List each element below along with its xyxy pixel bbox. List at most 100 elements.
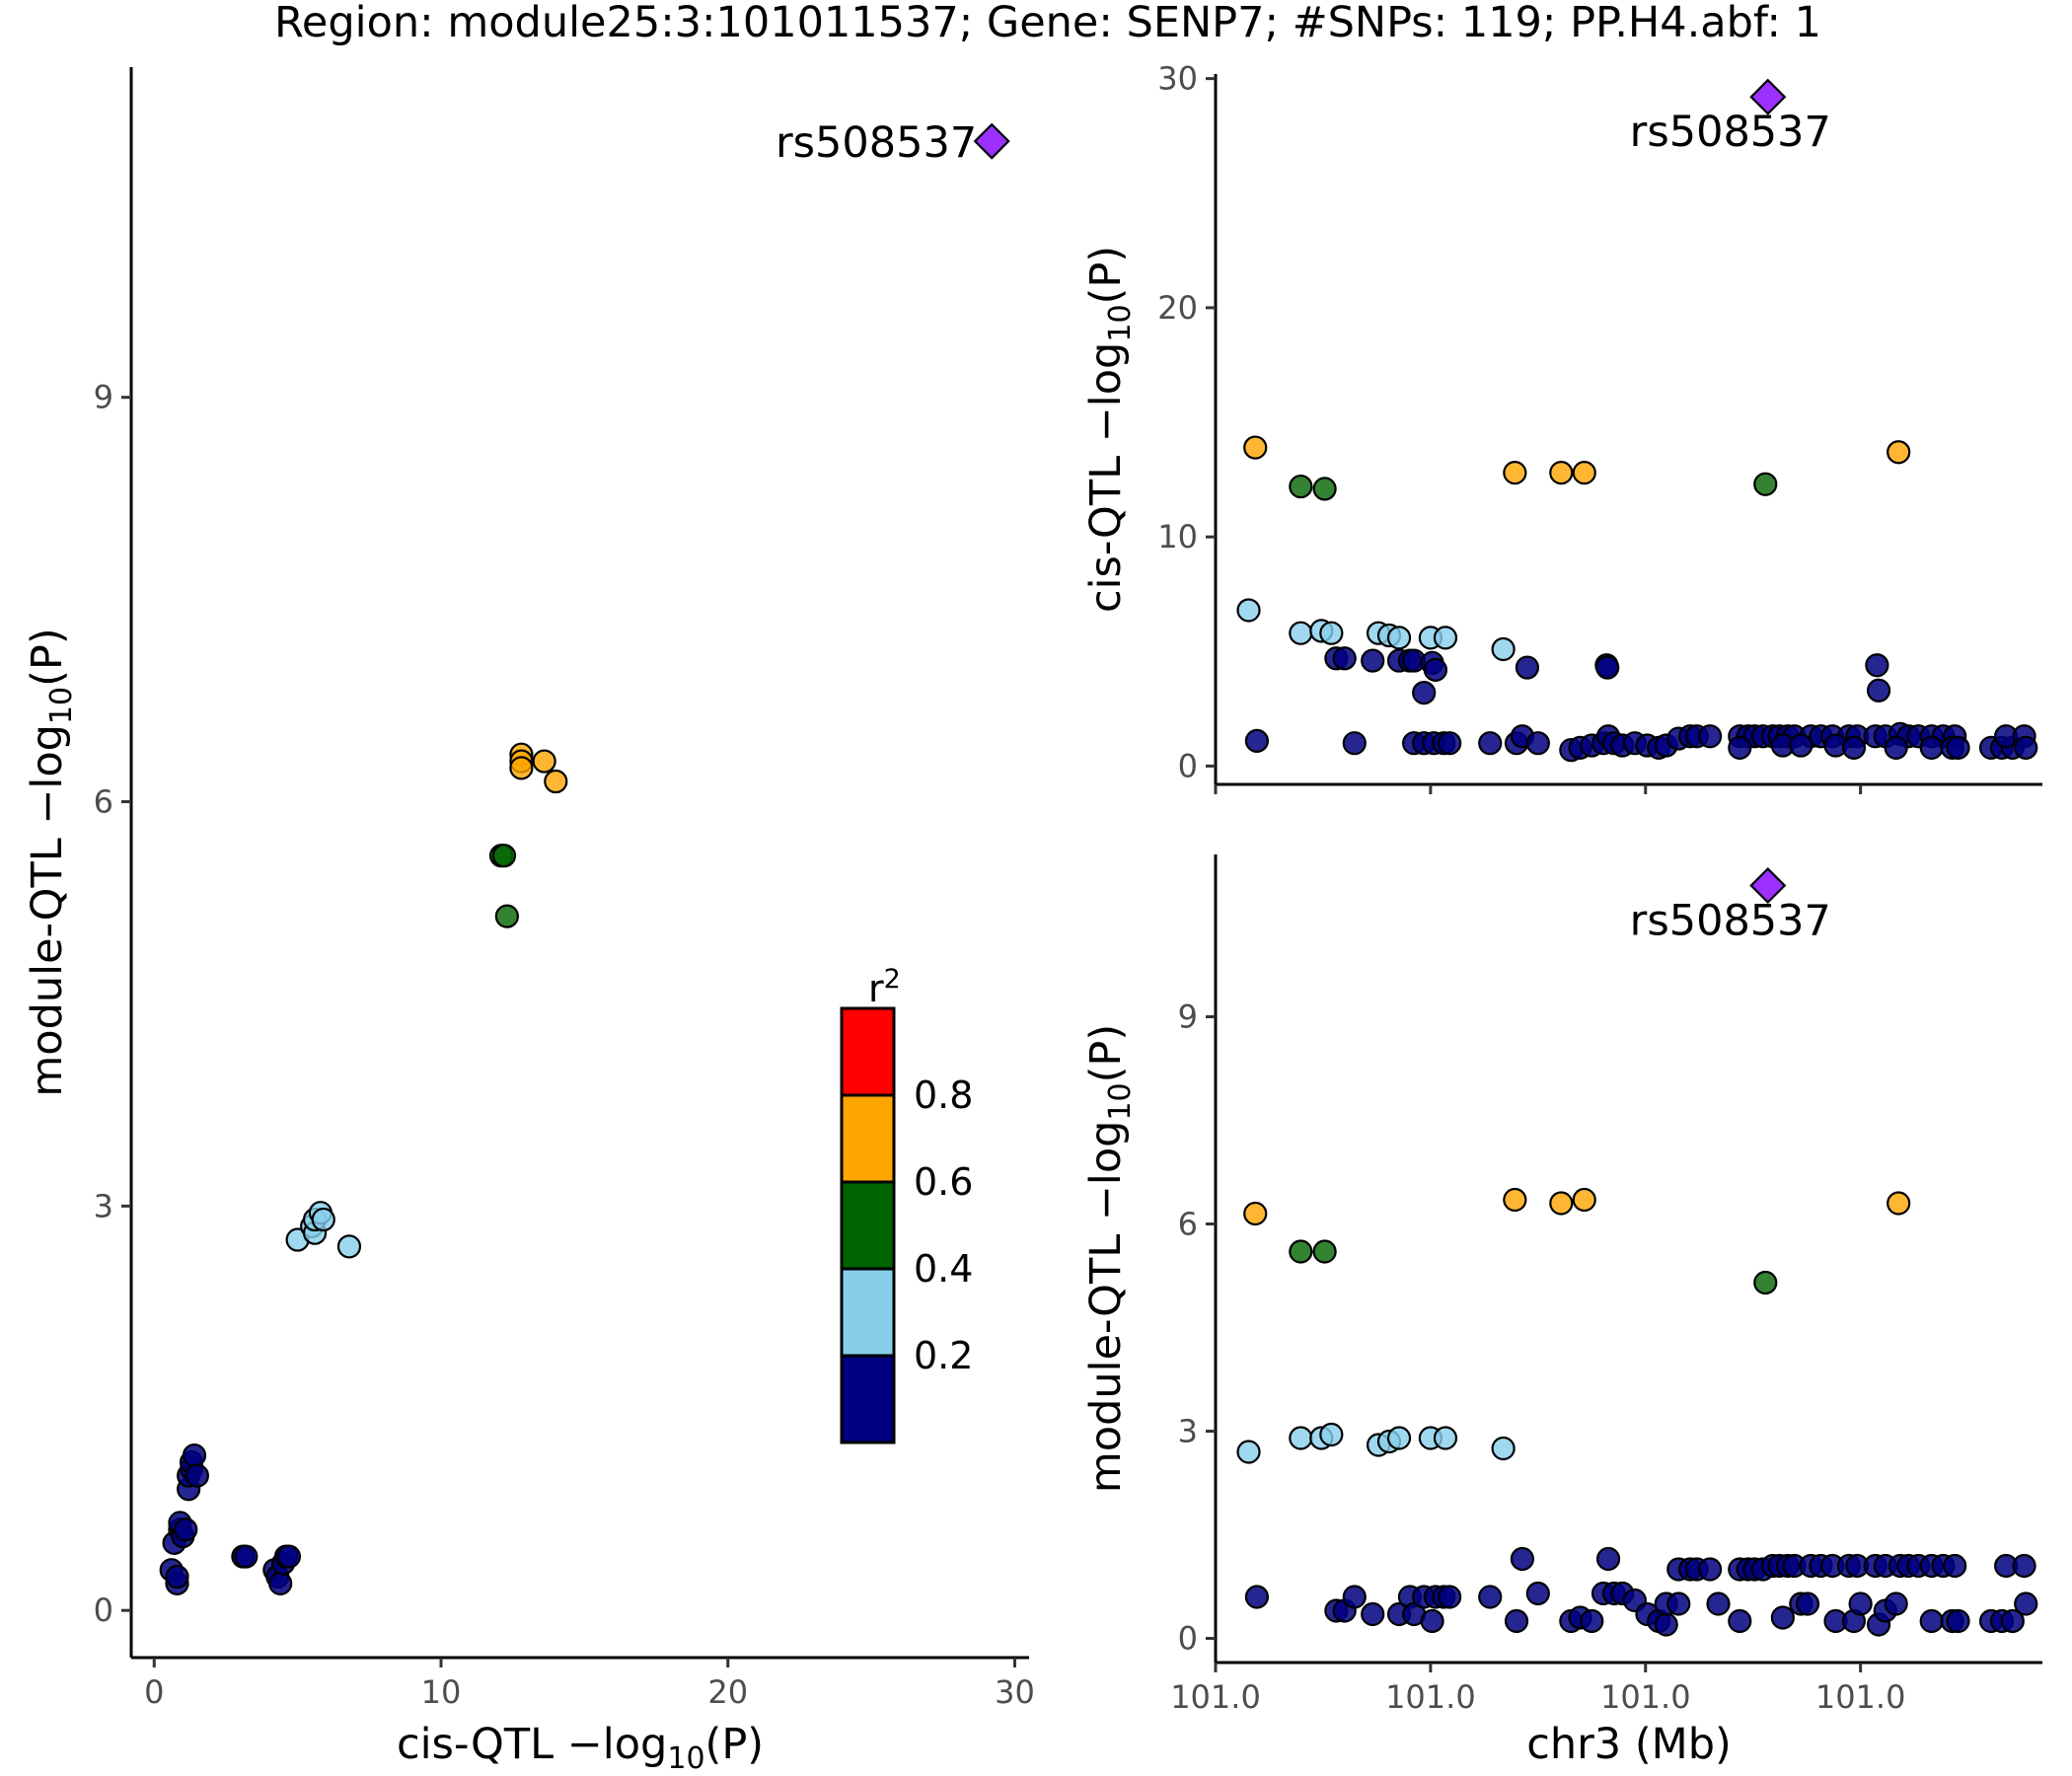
data-point-navy	[1478, 1585, 1503, 1609]
data-point-navy	[1525, 731, 1550, 756]
data-point-green	[1312, 1239, 1337, 1264]
data-point-navy	[1420, 1608, 1444, 1634]
y-tick-label: 0	[1178, 1620, 1198, 1658]
panel-bottom-right: 0 3 6 9 101.0 101.0 101.0 101.0 chr3 (Mb) module-…	[1081, 854, 2042, 1769]
data-point-green	[1753, 472, 1778, 496]
data-point-orange	[1243, 1201, 1268, 1226]
x-tick-label: 30	[995, 1673, 1035, 1711]
data-point-navy	[1884, 1591, 1908, 1616]
data-point-navy	[1525, 1581, 1550, 1606]
data-point-navy	[1946, 735, 1970, 760]
y-tick-label: 9	[1178, 999, 1198, 1036]
y-tick-label: 3	[1178, 1413, 1198, 1450]
legend-bin-label: 0.6	[914, 1160, 973, 1204]
x-axis-title: cis-QTL −log10(P)	[397, 1720, 764, 1776]
data-point-orange	[544, 769, 568, 794]
data-point-navy	[1580, 1608, 1604, 1634]
data-point-navy	[1789, 733, 1813, 758]
data-point-navy	[268, 1571, 293, 1595]
legend-bin	[840, 1354, 896, 1444]
data-point-navy	[1478, 731, 1503, 756]
plot-title: Region: module25:3:101011537; Gene: SENP…	[274, 0, 1821, 47]
data-point-navy	[1706, 1591, 1731, 1616]
data-point-orange	[1887, 1191, 1911, 1216]
data-point-green	[1312, 477, 1337, 501]
y-tick-label: 0	[94, 1591, 113, 1629]
data-point-lightblue	[1289, 1426, 1313, 1450]
data-point-navy	[1698, 724, 1723, 749]
data-point-navy	[1342, 1585, 1367, 1609]
lead-snp-marker	[1749, 866, 1787, 905]
y-tick-label: 20	[1157, 289, 1198, 327]
y-axis-title-text: module-QTL −log	[1081, 1121, 1131, 1494]
data-point-orange	[509, 756, 534, 780]
data-point-green	[491, 844, 517, 868]
data-point-green	[1289, 474, 1313, 499]
data-point-green	[1753, 1270, 1778, 1295]
data-point-navy	[1919, 735, 1944, 760]
data-point-navy	[276, 1544, 302, 1569]
data-point-navy	[1595, 1546, 1621, 1572]
data-point-orange	[1549, 461, 1574, 485]
x-axis-title-subscript: 10	[667, 1741, 704, 1776]
data-point-lightblue	[1236, 598, 1261, 623]
lead-snp-label: rs508537	[1630, 108, 1831, 157]
data-point-navy	[182, 1443, 207, 1468]
x-axis-title-text: chr3 (Mb)	[1526, 1720, 1732, 1769]
data-point-navy	[1919, 1608, 1944, 1634]
data-point-orange	[1549, 1191, 1574, 1216]
legend-bin-label: 0.8	[914, 1073, 973, 1117]
y-axis-title-subscript: 10	[1103, 1082, 1138, 1120]
y-axis-title: cis-QTL −log10(P)	[1081, 246, 1138, 613]
data-point-lightblue	[1319, 1422, 1344, 1447]
legend-bin	[840, 1180, 896, 1271]
data-point-navy	[1666, 1591, 1691, 1616]
data-point-navy	[1848, 1591, 1873, 1616]
x-tick-label: 10	[421, 1673, 462, 1711]
data-point-navy	[1866, 678, 1891, 703]
legend-title-sup: 2	[884, 964, 901, 995]
data-point-navy	[1361, 648, 1385, 673]
x-axis-title-suffix: (P)	[705, 1720, 764, 1769]
data-point-navy	[165, 1564, 189, 1590]
data-point-navy	[1342, 731, 1367, 756]
y-axis-title: module-QTL −log10(P)	[23, 628, 79, 1096]
data-point-orange	[1243, 435, 1268, 460]
y-tick-label: 9	[94, 379, 113, 416]
data-point-orange	[1572, 461, 1596, 485]
data-point-navy	[1654, 1612, 1678, 1637]
lead-snp-marker	[1749, 78, 1787, 115]
data-point-navy	[1841, 735, 1867, 760]
data-point-navy	[1244, 1585, 1270, 1609]
data-point-orange	[1503, 461, 1527, 485]
data-point-lightblue	[1433, 1426, 1458, 1450]
y-tick-label: 30	[1157, 60, 1198, 98]
data-point-navy	[2000, 1608, 2025, 1634]
legend-title-main: r	[868, 967, 884, 1010]
y-axis-title-text: module-QTL −log	[23, 724, 72, 1097]
lead-snp-marker	[973, 122, 1010, 160]
data-point-orange	[532, 749, 556, 774]
data-point-lightblue	[1319, 621, 1344, 645]
data-point-lightblue	[336, 1234, 362, 1259]
data-point-lightblue	[311, 1207, 335, 1232]
data-point-navy	[1946, 1608, 1970, 1634]
data-point-green	[494, 904, 519, 928]
data-point-navy	[1865, 653, 1889, 678]
legend-bin-label: 0.2	[914, 1334, 973, 1377]
data-point-orange	[1572, 1187, 1596, 1213]
data-point-navy	[1698, 1557, 1723, 1582]
data-point-navy	[1595, 655, 1620, 680]
y-tick-label: 6	[1178, 1206, 1198, 1243]
data-point-navy	[1515, 655, 1540, 680]
data-point-navy	[1438, 1585, 1462, 1609]
data-point-navy	[1770, 1605, 1795, 1630]
data-point-navy	[1795, 1591, 1820, 1616]
data-point-navy	[1423, 657, 1448, 682]
y-tick-label: 6	[94, 783, 113, 821]
lead-snp-label: rs508537	[1630, 897, 1831, 946]
data-point-navy	[1244, 728, 1270, 753]
y-axis-title-suffix: (P)	[1081, 246, 1131, 304]
